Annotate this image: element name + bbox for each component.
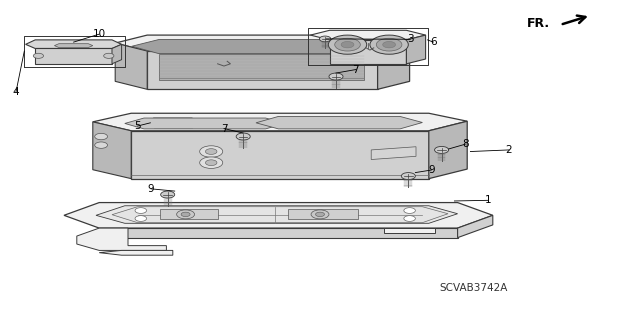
Polygon shape	[371, 147, 416, 160]
Polygon shape	[35, 48, 112, 64]
Polygon shape	[64, 203, 493, 228]
Circle shape	[404, 216, 415, 221]
Text: 10: 10	[93, 29, 106, 39]
Polygon shape	[54, 44, 93, 48]
Text: 9: 9	[428, 165, 435, 175]
Circle shape	[200, 157, 223, 168]
Text: 9: 9	[148, 184, 154, 194]
Circle shape	[95, 142, 108, 148]
Circle shape	[236, 133, 250, 140]
Circle shape	[135, 208, 147, 213]
Circle shape	[383, 41, 396, 48]
Polygon shape	[384, 228, 435, 233]
Circle shape	[316, 212, 324, 217]
Circle shape	[401, 173, 415, 180]
Polygon shape	[77, 228, 166, 250]
Polygon shape	[288, 209, 358, 219]
Circle shape	[404, 208, 415, 213]
Polygon shape	[147, 51, 378, 89]
Circle shape	[329, 73, 343, 80]
Text: 5: 5	[134, 121, 141, 131]
Circle shape	[328, 35, 367, 54]
Text: 2: 2	[506, 145, 512, 155]
Polygon shape	[330, 40, 406, 64]
Polygon shape	[125, 118, 285, 129]
Polygon shape	[378, 43, 410, 89]
Polygon shape	[429, 121, 467, 179]
Text: FR.: FR.	[527, 18, 550, 30]
Polygon shape	[159, 54, 364, 80]
Polygon shape	[132, 40, 390, 54]
Polygon shape	[93, 122, 131, 179]
Polygon shape	[458, 215, 493, 238]
Circle shape	[435, 146, 449, 153]
Polygon shape	[99, 228, 458, 238]
Text: 8: 8	[462, 139, 468, 149]
Circle shape	[200, 146, 223, 157]
Polygon shape	[99, 250, 173, 255]
Polygon shape	[112, 207, 448, 223]
Circle shape	[319, 36, 331, 42]
Polygon shape	[26, 40, 122, 48]
Circle shape	[311, 210, 329, 219]
Circle shape	[341, 41, 354, 48]
Text: 4: 4	[13, 87, 19, 97]
Polygon shape	[112, 44, 122, 64]
Circle shape	[205, 160, 217, 166]
Polygon shape	[131, 131, 429, 179]
Polygon shape	[154, 123, 192, 128]
Circle shape	[161, 191, 175, 198]
Polygon shape	[256, 116, 422, 129]
Text: 6: 6	[430, 37, 436, 47]
Circle shape	[135, 216, 147, 221]
Polygon shape	[150, 118, 195, 123]
Circle shape	[95, 133, 108, 140]
Polygon shape	[96, 206, 458, 223]
Circle shape	[370, 35, 408, 54]
Circle shape	[335, 38, 360, 51]
Circle shape	[181, 212, 190, 217]
Text: 3: 3	[407, 34, 413, 44]
Polygon shape	[115, 43, 147, 89]
Text: 7: 7	[353, 64, 359, 75]
Circle shape	[205, 149, 217, 154]
Circle shape	[33, 53, 44, 58]
Circle shape	[177, 210, 195, 219]
Polygon shape	[160, 209, 218, 219]
Circle shape	[376, 38, 402, 51]
Text: 1: 1	[484, 195, 491, 205]
Text: 7: 7	[221, 123, 227, 134]
Polygon shape	[310, 30, 426, 40]
Polygon shape	[93, 113, 467, 131]
Text: SCVAB3742A: SCVAB3742A	[440, 283, 508, 293]
Circle shape	[104, 53, 114, 58]
Polygon shape	[406, 35, 426, 64]
Polygon shape	[115, 35, 410, 51]
